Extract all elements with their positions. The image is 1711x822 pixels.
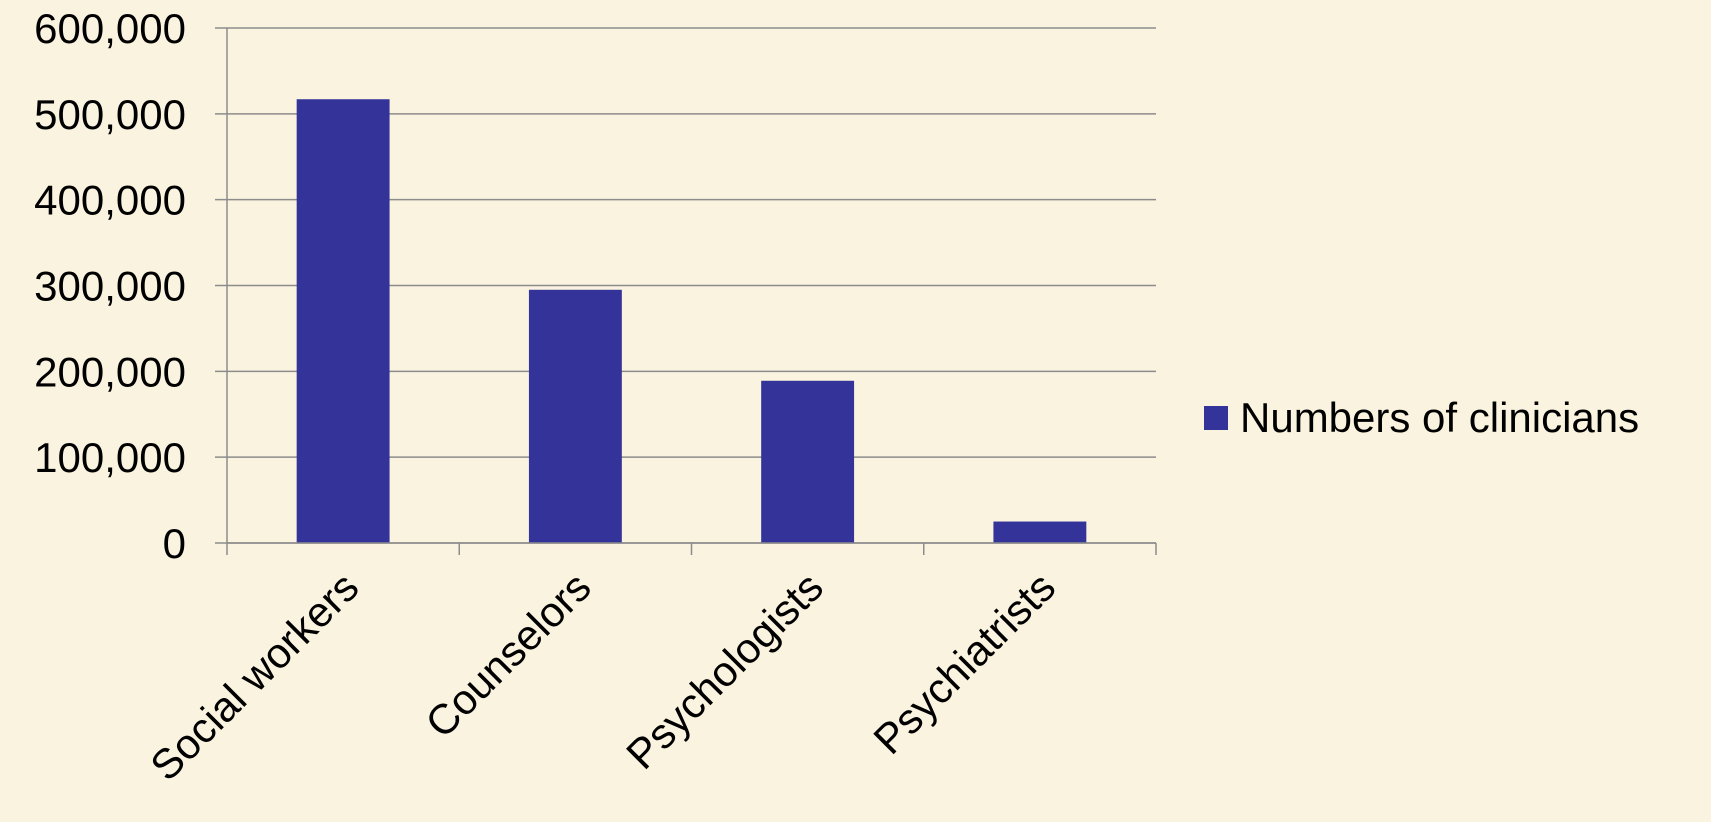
y-tick-label: 300,000 [34,263,186,310]
y-tick-label: 400,000 [34,177,186,224]
bar-social-workers [296,99,390,543]
bar-psychiatrists [993,521,1087,543]
legend: Numbers of clinicians [1204,394,1639,441]
y-axis-tick-labels: 0 100,000 200,000 300,000 400,000 500,000 600,… [34,5,186,567]
bars [296,99,1087,543]
legend-label: Numbers of clinicians [1240,394,1639,441]
y-tick-label: 200,000 [34,348,186,395]
y-tick-label: 500,000 [34,91,186,138]
y-tick-label: 600,000 [34,5,186,52]
y-tick-label: 0 [163,520,186,567]
bar-counselors [528,289,622,543]
legend-swatch [1204,406,1228,430]
y-tick-label: 100,000 [34,434,186,481]
axes [226,28,1157,555]
bar-psychologists [761,380,855,543]
